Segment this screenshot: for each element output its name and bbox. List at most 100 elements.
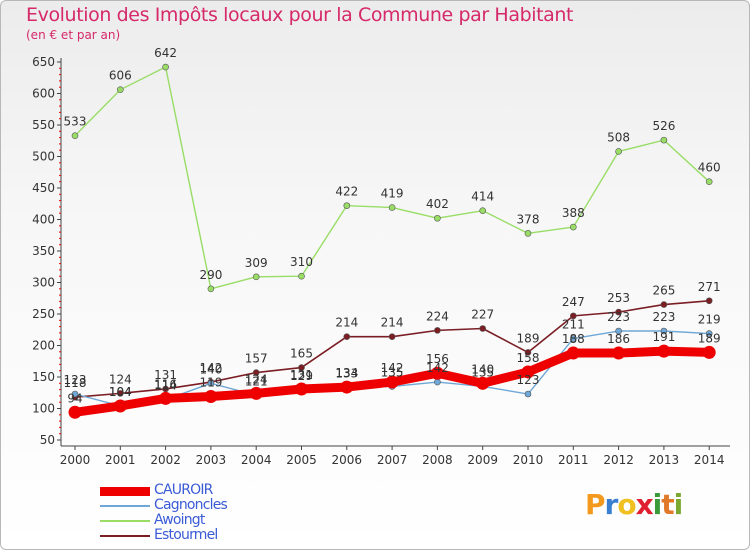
data-point: [569, 223, 577, 231]
data-label: 142: [426, 361, 449, 375]
logo-letter: x: [635, 488, 654, 521]
data-point: [159, 391, 173, 405]
data-point: [388, 204, 396, 211]
y-tick-label: 300: [32, 276, 55, 290]
data-label: 191: [652, 330, 675, 344]
data-label: 309: [245, 256, 268, 270]
x-tick-label: 2008: [422, 453, 453, 467]
legend-swatch: [100, 535, 150, 537]
data-point: [207, 285, 215, 293]
legend-item-cauroir: CAUROIR: [100, 482, 300, 498]
logo-letter: P: [585, 488, 606, 521]
data-label: 253: [607, 291, 630, 305]
data-point: [569, 335, 577, 342]
y-tick-label: 550: [32, 118, 55, 132]
data-label: 508: [607, 130, 630, 144]
data-point: [343, 333, 351, 340]
y-tick-label: 500: [32, 150, 55, 164]
logo-letter: i: [652, 488, 663, 521]
data-point: [705, 178, 713, 185]
y-tick-label: 450: [32, 181, 55, 195]
data-point: [71, 390, 79, 398]
data-label: 606: [109, 69, 132, 83]
data-point: [249, 386, 263, 400]
data-point: [702, 345, 716, 359]
data-label: 186: [607, 332, 630, 346]
data-label: 104: [109, 385, 132, 399]
x-tick-label: 2001: [105, 453, 136, 467]
x-tick-label: 2007: [377, 453, 408, 467]
data-label: 460: [698, 161, 721, 175]
data-label: 214: [381, 316, 404, 330]
x-tick-label: 2013: [649, 453, 680, 467]
data-label: 123: [517, 373, 540, 387]
data-label: 189: [698, 331, 721, 345]
data-label: 214: [335, 316, 358, 330]
data-point: [434, 378, 441, 386]
y-tick-label: 400: [32, 213, 55, 227]
data-label: 134: [335, 366, 358, 380]
series-line-awoingt: [74, 66, 710, 290]
data-label: 224: [426, 309, 449, 323]
data-label: 133: [335, 367, 358, 381]
data-label: 402: [426, 197, 449, 211]
data-label: 526: [652, 119, 675, 133]
legend-item-awoingt: Awoingt: [100, 512, 300, 528]
data-label: 94: [67, 391, 82, 405]
data-label: 121: [245, 374, 268, 388]
x-tick-label: 2014: [694, 453, 725, 467]
data-label: 310: [290, 255, 313, 269]
data-point: [615, 148, 622, 155]
legend-item-cagnoncles: Cagnoncles: [100, 497, 300, 513]
data-label: 642: [154, 46, 177, 60]
data-point: [524, 390, 532, 398]
data-label: 104: [109, 385, 132, 399]
x-tick-label: 2006: [332, 453, 363, 467]
data-point: [71, 132, 79, 140]
data-label: 388: [562, 206, 585, 220]
data-point: [705, 297, 713, 305]
data-point: [660, 136, 668, 144]
y-tick-label: 600: [32, 87, 55, 101]
logo-letter: r: [604, 488, 619, 521]
chart-subtitle: (en € et par an): [26, 28, 121, 42]
data-point: [476, 376, 490, 390]
data-point: [569, 312, 577, 320]
data-point: [68, 405, 82, 419]
data-label: 119: [199, 376, 222, 390]
data-label: 533: [64, 115, 87, 129]
data-point: [524, 230, 532, 237]
data-point: [434, 214, 441, 222]
data-point: [204, 390, 218, 404]
data-label: 414: [471, 190, 494, 204]
x-tick-label: 2002: [150, 453, 181, 467]
x-tick-label: 2000: [60, 453, 91, 467]
data-point: [434, 327, 441, 334]
data-label: 118: [64, 376, 87, 390]
x-tick-label: 2009: [467, 453, 498, 467]
data-point: [252, 369, 260, 376]
data-label: 165: [290, 347, 313, 361]
data-label: 140: [199, 362, 222, 376]
data-point: [117, 390, 124, 397]
data-point: [430, 366, 444, 380]
data-label: 211: [562, 318, 585, 332]
data-point: [615, 308, 622, 316]
chart-title: Evolution des Impôts locaux pour la Comm…: [26, 4, 574, 26]
data-point: [295, 382, 308, 396]
legend-swatch: [100, 505, 150, 507]
x-tick-label: 2004: [241, 453, 272, 467]
data-label: 223: [607, 310, 630, 324]
data-point: [113, 399, 127, 413]
data-label: 142: [199, 361, 222, 375]
data-point: [521, 365, 535, 379]
y-tick-label: 350: [32, 244, 55, 258]
data-point: [660, 327, 668, 335]
y-tick-label: 650: [32, 55, 55, 69]
legend: CAUROIR Cagnoncles Awoingt Estourmel: [100, 482, 300, 543]
x-tick-label: 2003: [196, 453, 227, 467]
y-tick-label: 200: [32, 339, 55, 353]
